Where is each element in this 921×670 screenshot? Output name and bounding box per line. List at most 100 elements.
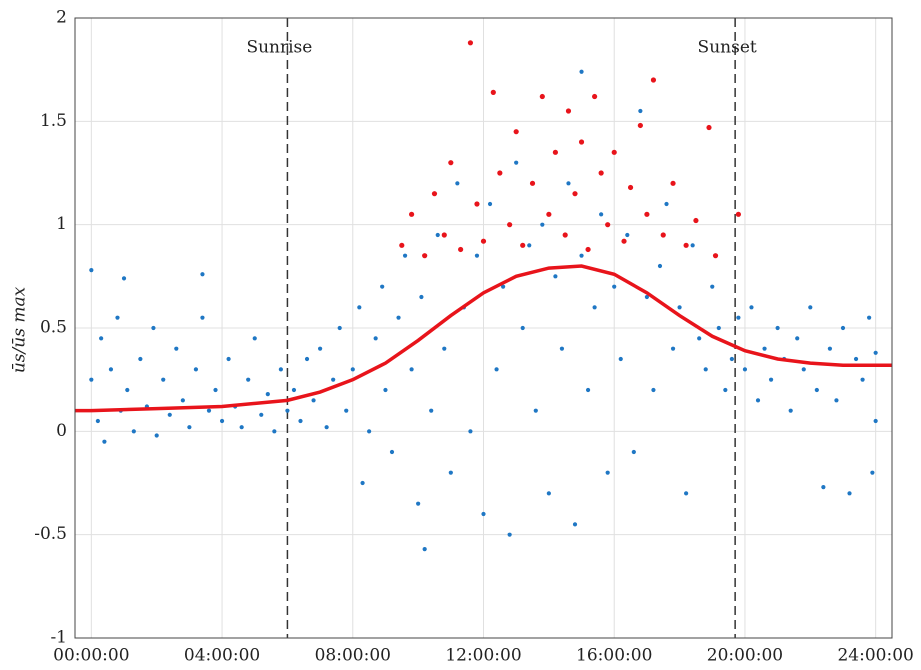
point	[380, 284, 385, 289]
point	[795, 336, 800, 341]
point	[801, 367, 806, 372]
point	[213, 387, 218, 393]
point	[559, 346, 565, 351]
point	[520, 325, 525, 331]
point	[539, 93, 545, 100]
point	[605, 222, 611, 228]
point	[644, 211, 650, 217]
point	[749, 305, 754, 310]
point	[853, 356, 859, 362]
point	[304, 356, 310, 362]
point	[285, 408, 290, 413]
point	[497, 170, 503, 176]
point	[579, 253, 584, 258]
y-tick-label: 2	[56, 8, 67, 28]
point	[631, 449, 636, 455]
x-tick-label: 00:00:00	[53, 646, 129, 666]
point	[644, 294, 650, 300]
point	[252, 336, 257, 341]
point	[762, 346, 767, 351]
point	[311, 398, 316, 403]
point	[138, 356, 143, 362]
point	[598, 170, 604, 176]
y-tick-label: -1	[50, 628, 67, 648]
point	[605, 470, 610, 475]
point	[651, 387, 656, 393]
y-tick-label: 1	[56, 214, 67, 234]
point	[419, 294, 424, 300]
x-tick-label: 16:00:00	[576, 646, 652, 666]
annotation: Sunrise	[246, 38, 312, 58]
point	[367, 429, 372, 434]
point	[736, 315, 741, 320]
point	[834, 398, 839, 403]
point	[873, 418, 878, 424]
y-tick-label: 1.5	[40, 111, 67, 131]
point	[572, 191, 578, 197]
point	[481, 511, 486, 517]
point	[89, 268, 94, 273]
point	[808, 305, 813, 310]
point	[703, 367, 708, 372]
point	[621, 238, 627, 244]
point	[599, 212, 604, 217]
point	[174, 346, 179, 351]
point	[572, 522, 578, 527]
point	[474, 253, 480, 258]
point	[416, 501, 421, 506]
point	[383, 387, 388, 393]
point	[585, 387, 591, 393]
point	[422, 547, 427, 552]
point	[592, 93, 598, 100]
point	[298, 418, 303, 424]
point	[89, 377, 94, 382]
point	[553, 274, 558, 279]
point	[187, 425, 192, 430]
point	[259, 412, 264, 417]
point	[239, 425, 244, 430]
point	[660, 232, 666, 238]
point	[435, 232, 440, 238]
point	[501, 284, 506, 289]
point	[566, 181, 571, 186]
y-tick-label: 0.5	[40, 318, 67, 338]
point	[507, 222, 513, 228]
point	[265, 392, 270, 397]
point	[324, 425, 329, 430]
point	[431, 191, 438, 197]
point	[670, 346, 676, 351]
point	[226, 356, 231, 362]
point	[527, 243, 532, 248]
point	[706, 124, 712, 131]
point	[585, 246, 591, 253]
point	[206, 408, 212, 413]
point	[578, 139, 585, 145]
point	[409, 367, 414, 372]
point	[125, 387, 130, 393]
point	[154, 433, 159, 438]
point	[683, 242, 689, 248]
point	[357, 305, 362, 310]
point	[318, 346, 323, 351]
point	[448, 470, 453, 475]
point	[684, 491, 689, 496]
point	[627, 184, 634, 191]
point	[840, 325, 846, 331]
point	[291, 387, 297, 393]
point	[200, 272, 205, 277]
y-tick-label: 0	[56, 421, 67, 441]
point	[625, 232, 630, 238]
point	[402, 253, 408, 258]
point	[99, 336, 104, 341]
point	[507, 532, 512, 537]
point	[611, 149, 617, 155]
point	[677, 305, 682, 310]
point	[513, 129, 519, 135]
point	[95, 418, 100, 424]
point	[729, 356, 734, 362]
point	[115, 315, 120, 320]
point	[200, 315, 205, 320]
point	[102, 439, 107, 444]
point	[697, 336, 702, 341]
